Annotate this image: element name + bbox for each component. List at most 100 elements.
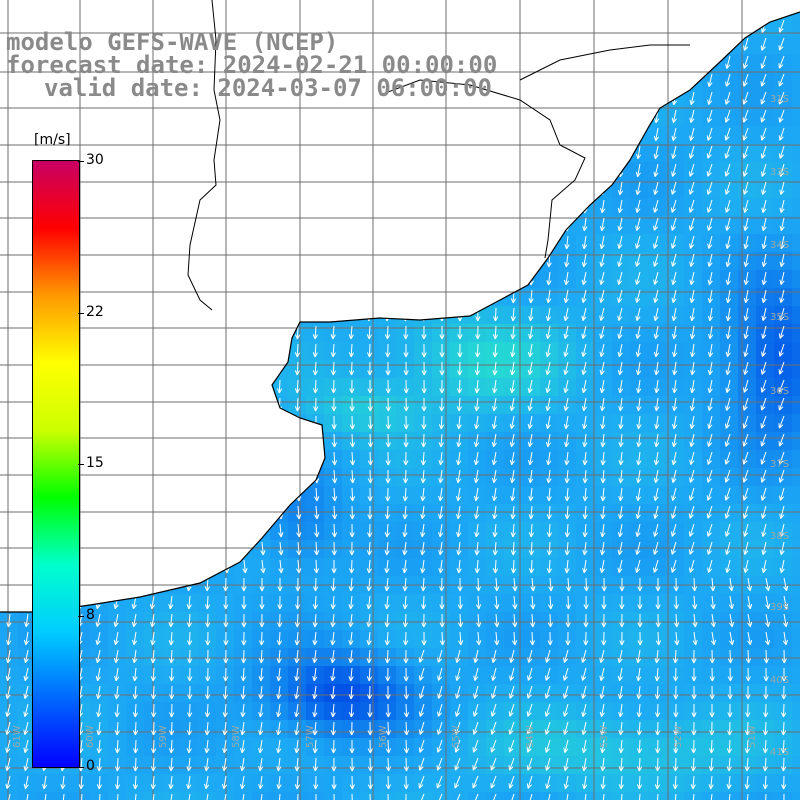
speed-cell [432,216,450,234]
speed-cell [504,540,522,558]
wind-arrow [134,451,141,466]
wind-arrow [509,37,516,52]
speed-cell [360,12,378,18]
speed-cell [270,414,288,432]
wind-arrow [403,37,409,52]
wind-arrow [348,235,355,250]
speed-cell [0,774,18,792]
speed-cell [0,108,18,126]
wind-arrow [169,217,175,232]
speed-cell [450,234,468,252]
speed-cell [306,756,324,774]
speed-cell [612,12,630,18]
wind-arrow [206,235,212,250]
wind-arrow [260,217,266,232]
speed-cell [666,720,684,738]
speed-cell [414,306,432,324]
wind-arrow [26,415,32,430]
wind-arrow [206,361,212,376]
speed-cell [684,216,702,234]
speed-cell [684,738,702,756]
speed-cell [720,702,738,720]
speed-cell [18,738,36,756]
wind-arrow [724,109,731,123]
wind-arrow [635,19,642,34]
wind-arrow [295,433,301,448]
speed-cell [684,90,702,108]
wind-arrow [133,253,139,268]
wind-arrow [367,37,373,52]
wind-arrow [133,523,140,538]
speed-cell [774,414,792,432]
speed-cell [306,792,324,800]
speed-cell [162,414,180,432]
speed-cell [792,540,800,558]
speed-cell [612,270,630,288]
speed-cell [432,12,450,18]
wind-arrow [80,217,87,232]
speed-cell [54,108,72,126]
speed-cell [540,198,558,216]
speed-cell [792,288,800,306]
speed-cell [0,144,18,162]
wind-arrow [457,271,463,286]
speed-cell [702,72,720,90]
speed-cell [324,216,342,234]
wind-arrow [349,199,355,214]
speed-cell [612,288,630,306]
wind-arrow [438,127,444,142]
speed-cell [234,630,252,648]
speed-cell [666,126,684,144]
wind-arrow [654,73,660,88]
speed-cell [486,180,504,198]
speed-cell [576,702,594,720]
speed-cell [378,666,396,684]
speed-cell [522,630,540,648]
wind-arrow [117,397,123,412]
wind-arrow [169,199,175,214]
wind-arrow [277,451,283,466]
speed-cell [90,198,108,216]
speed-cell [684,486,702,504]
speed-cell [522,90,540,108]
wind-arrow [582,235,588,250]
speed-cell [414,216,432,234]
speed-cell [216,450,234,468]
speed-cell [486,612,504,630]
speed-cell [648,702,666,720]
speed-cell [270,540,288,558]
wind-arrow [473,145,480,160]
speed-cell [414,324,432,342]
speed-cell [486,306,504,324]
wind-arrow [98,343,104,358]
wind-arrow [706,145,713,159]
speed-cell [234,270,252,288]
speed-cell [666,270,684,288]
speed-cell [720,504,738,522]
speed-cell [252,450,270,468]
speed-cell [306,180,324,198]
speed-cell [756,594,774,612]
speed-cell [324,198,342,216]
wind-arrow [474,181,480,196]
speed-cell [324,360,342,378]
wind-arrow [205,487,211,502]
wind-arrow [742,127,749,141]
speed-cell [720,684,738,702]
speed-cell [324,180,342,198]
latitude-label: 33S [770,167,790,178]
speed-cell [432,180,450,198]
speed-cell [468,216,486,234]
wind-arrow [384,271,390,286]
speed-cell [126,288,144,306]
speed-cell [90,342,108,360]
speed-cell [18,720,36,738]
speed-cell [774,774,792,792]
wind-arrow [331,235,337,250]
wind-arrow [187,199,193,214]
speed-cell [0,792,18,800]
wind-arrow [599,217,606,232]
speed-cell [756,630,774,648]
speed-cell [558,162,576,180]
speed-cell [90,270,108,288]
